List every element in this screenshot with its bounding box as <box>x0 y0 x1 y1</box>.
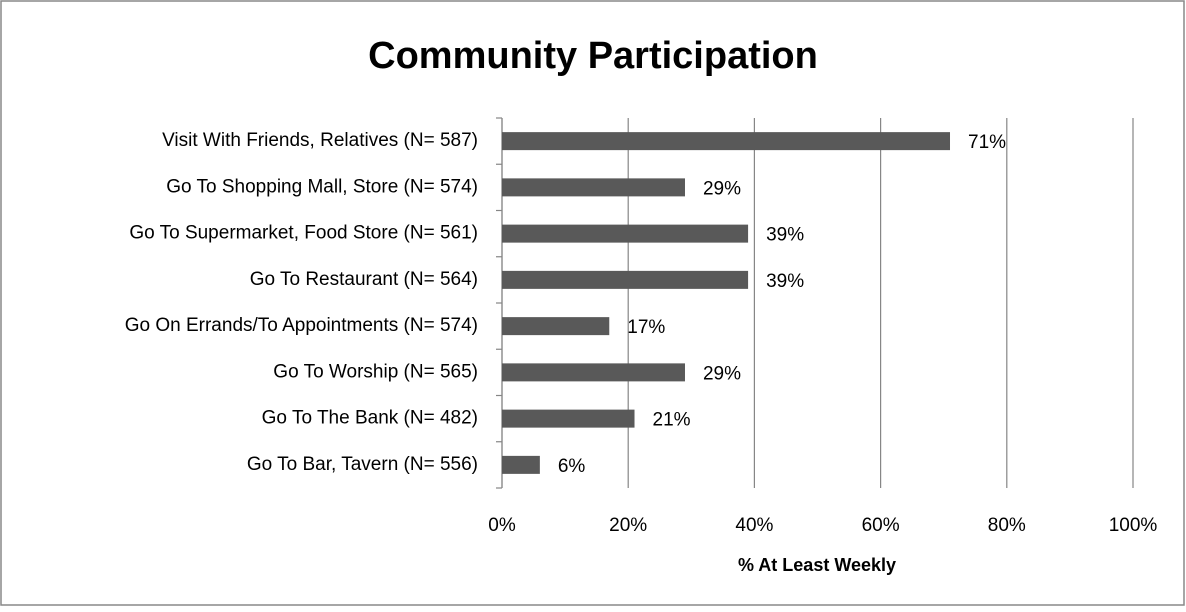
x-tick-label: 40% <box>735 515 773 536</box>
bar <box>502 270 749 289</box>
bar <box>502 409 635 428</box>
value-label: 39% <box>766 271 804 292</box>
x-tick-label: 80% <box>988 515 1026 536</box>
x-axis-label: % At Least Weekly <box>738 555 896 575</box>
bar <box>502 132 951 151</box>
value-label: 6% <box>558 456 586 477</box>
value-label: 71% <box>968 132 1006 153</box>
bar <box>502 455 540 474</box>
y-tick-label: Go To Supermarket, Food Store (N= 561) <box>129 223 478 244</box>
y-tick-label: Go On Errands/To Appointments (N= 574) <box>125 315 478 336</box>
x-tick-label: 100% <box>1109 515 1158 536</box>
x-tick-label: 20% <box>609 515 647 536</box>
y-tick-label: Visit With Friends, Relatives (N= 587) <box>162 130 478 151</box>
x-tick-label: 60% <box>862 515 900 536</box>
y-tick-label: Go To Worship (N= 565) <box>273 361 478 382</box>
y-tick-label: Go To Restaurant (N= 564) <box>250 269 478 290</box>
value-label: 29% <box>703 363 741 384</box>
value-label: 21% <box>653 410 691 431</box>
y-tick-label: Go To Shopping Mall, Store (N= 574) <box>166 176 478 197</box>
x-tick-label: 0% <box>488 515 516 536</box>
y-tick-label: Go To The Bank (N= 482) <box>262 408 478 429</box>
value-label: 39% <box>766 225 804 246</box>
bar <box>502 317 610 336</box>
bar <box>502 224 749 243</box>
chart-title: Community Participation <box>368 35 818 77</box>
value-label: 29% <box>703 178 741 199</box>
y-tick-label: Go To Bar, Tavern (N= 556) <box>247 454 478 475</box>
value-label: 17% <box>627 317 665 338</box>
bar <box>502 178 685 197</box>
bar <box>502 363 685 382</box>
